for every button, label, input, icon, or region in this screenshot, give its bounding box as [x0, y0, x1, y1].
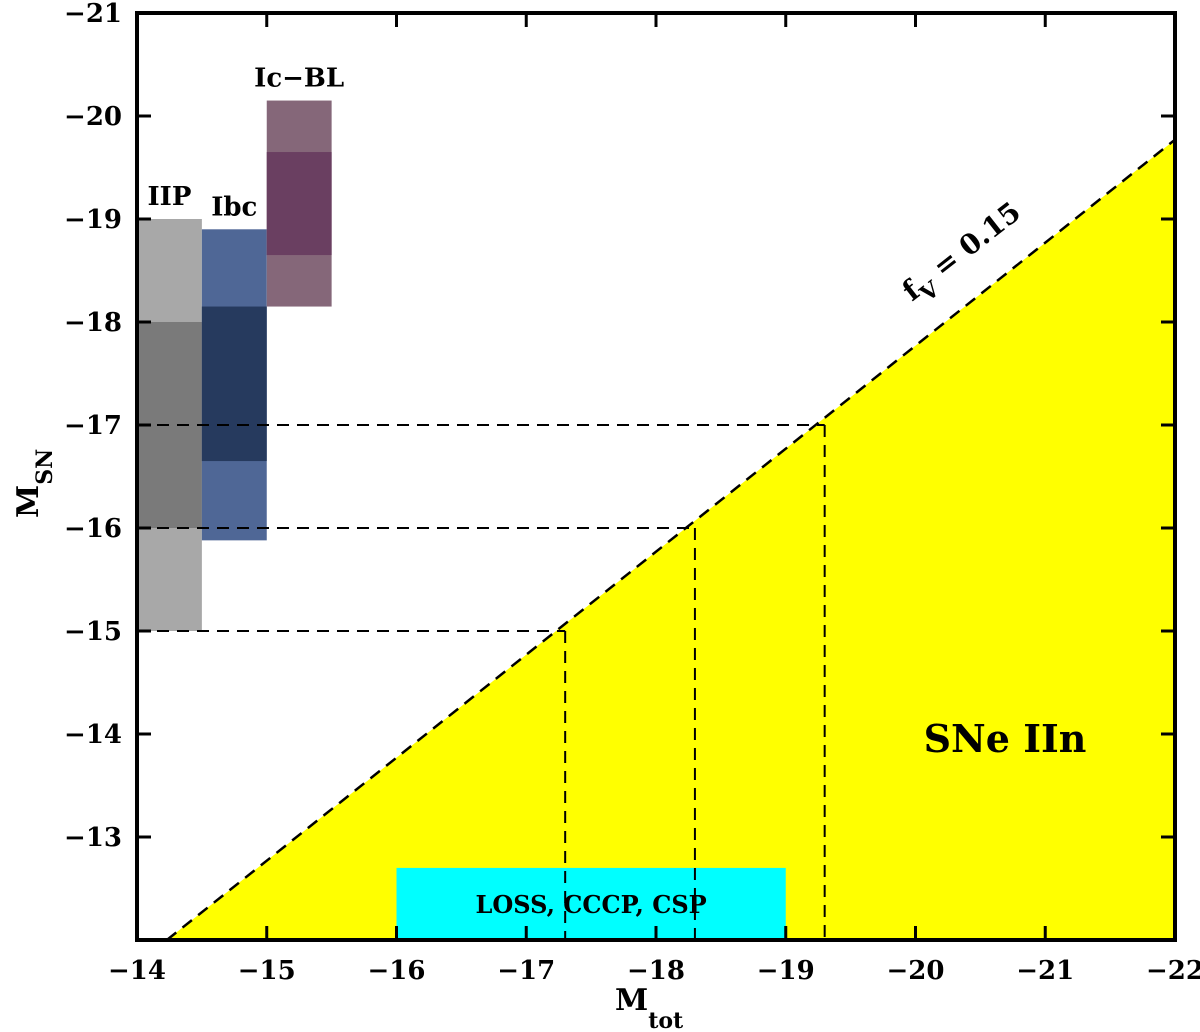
- survey-box: [396, 867, 786, 940]
- y-tick-label: −19: [64, 205, 122, 235]
- guide-lines: [137, 424, 826, 940]
- threshold-line: [166, 138, 1175, 940]
- region-label: SNe IIn: [924, 716, 1087, 761]
- survey-label: LOSS, CCCP, CSP: [476, 890, 707, 919]
- y-tick-label: −17: [64, 411, 122, 441]
- axis-ticks: −14 −15 −16 −17 −18 −19 −20 −21 −22 −13 −14 −15 −16 −…: [64, 0, 1200, 986]
- x-tick-label: −16: [368, 956, 426, 986]
- y-axis-label: MSN: [11, 449, 58, 518]
- y-tick-label: −21: [64, 0, 122, 29]
- x-tick-label: −14: [108, 956, 166, 986]
- x-axis-label: Mtot: [615, 983, 684, 1032]
- sn-type-label: Ic−BL: [254, 64, 344, 94]
- sn-type-inner-box: [201, 306, 267, 462]
- y-tick-label: −14: [64, 720, 122, 750]
- y-tick-label: −13: [64, 823, 122, 853]
- x-tick-label: −18: [627, 956, 685, 986]
- sn-type-boxes: [137, 100, 332, 631]
- y-tick-label: −18: [64, 308, 122, 338]
- sn-type-label: IIP: [148, 182, 192, 212]
- y-tick-label: −15: [64, 617, 122, 647]
- y-tick-label: −16: [64, 514, 122, 544]
- x-tick-label: −17: [497, 956, 555, 986]
- x-tick-label: −15: [238, 956, 296, 986]
- x-tick-label: −21: [1016, 956, 1074, 986]
- x-tick-label: −19: [757, 956, 815, 986]
- y-tick-label: −20: [64, 102, 122, 132]
- x-tick-label: −22: [1146, 956, 1200, 986]
- sn-type-inner-box: [266, 152, 332, 256]
- x-tick-label: −20: [887, 956, 945, 986]
- sn-type-label: Ibc: [211, 192, 257, 222]
